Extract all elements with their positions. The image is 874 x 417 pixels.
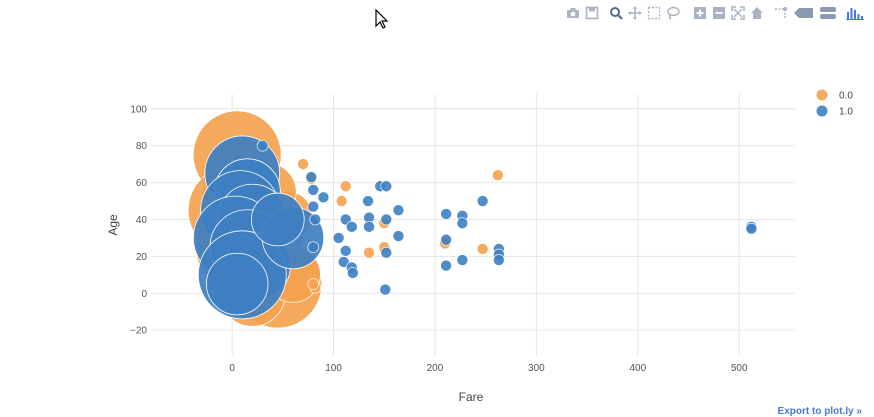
x-tick-label: 300 [528,363,545,374]
legend-label[interactable]: 1.0 [839,107,853,118]
data-point-series-1.0[interactable] [392,230,405,242]
data-point-series-1.0[interactable] [339,245,352,257]
data-point-series-1.0[interactable] [745,222,758,235]
y-tick-label: −20 [130,326,147,337]
y-tick-label: 0 [141,289,147,300]
export-link[interactable]: Export to plot.ly » [777,406,862,417]
save-icon[interactable] [585,6,599,20]
legend-label[interactable]: 0.0 [839,91,853,102]
data-point-series-1.0[interactable] [380,246,393,259]
data-point-series-1.0[interactable] [250,192,305,247]
data-point-series-1.0[interactable] [493,254,505,266]
data-point-series-1.0[interactable] [317,191,330,204]
points-layer [187,110,758,329]
x-axis-title: Fare [459,390,484,404]
data-point-series-1.0[interactable] [206,252,269,316]
camera-icon[interactable] [566,6,580,20]
x-tick-label: 200 [427,363,444,374]
x-tick-label: 500 [731,363,748,374]
y-tick-label: 80 [136,141,148,152]
data-point-series-1.0[interactable] [476,195,489,207]
data-point-series-1.0[interactable] [379,283,392,296]
data-point-series-1.0[interactable] [440,233,452,246]
data-point-series-0.0[interactable] [363,246,375,259]
data-point-series-0.0[interactable] [476,243,489,255]
data-point-series-1.0[interactable] [380,213,393,226]
data-point-series-1.0[interactable] [332,232,345,244]
spike-lines-icon[interactable] [774,6,788,20]
zoom-icon[interactable] [609,6,623,20]
y-tick-label: 40 [136,215,148,226]
data-point-series-1.0[interactable] [440,208,452,220]
zoom-in-icon[interactable] [693,6,707,20]
data-point-series-1.0[interactable] [256,139,269,152]
hover-compare-icon[interactable] [820,6,836,20]
y-axis-title: Age [106,214,120,236]
data-point-series-0.0[interactable] [307,278,320,290]
data-point-series-1.0[interactable] [347,267,359,279]
zoom-out-icon[interactable] [712,6,726,20]
y-tick-label: 60 [136,178,148,189]
x-tick-label: 400 [629,363,646,374]
legend-marker[interactable] [816,89,828,101]
data-point-series-1.0[interactable] [456,254,469,266]
data-point-series-1.0[interactable] [309,213,322,226]
data-point-series-1.0[interactable] [305,171,318,183]
pan-icon[interactable] [628,6,642,20]
modebar-toolbar [566,6,866,22]
autoscale-icon[interactable] [731,6,745,20]
plotly-logo-icon[interactable] [846,6,864,20]
y-tick-label: 100 [130,104,147,115]
data-point-series-1.0[interactable] [307,241,320,253]
data-point-series-1.0[interactable] [346,221,358,233]
data-point-series-0.0[interactable] [335,195,348,207]
data-point-series-1.0[interactable] [380,180,393,193]
data-point-series-0.0[interactable] [339,180,352,193]
hover-closest-icon[interactable] [794,6,814,20]
data-point-series-1.0[interactable] [363,221,375,233]
lasso-icon[interactable] [666,6,680,20]
data-point-series-1.0[interactable] [307,184,320,196]
mouse-cursor-icon [375,8,389,29]
data-point-series-1.0[interactable] [337,256,350,268]
data-point-series-1.0[interactable] [392,204,405,217]
legend-marker[interactable] [816,105,828,117]
y-tick-label: 20 [136,252,148,263]
data-point-series-1.0[interactable] [362,195,374,207]
x-tick-label: 100 [325,363,342,374]
box-select-icon[interactable] [647,6,661,20]
home-icon[interactable] [750,6,764,20]
data-point-series-1.0[interactable] [456,217,469,229]
data-point-series-1.0[interactable] [307,200,320,213]
data-point-series-0.0[interactable] [297,158,309,170]
data-point-series-1.0[interactable] [440,259,452,272]
data-point-series-0.0[interactable] [492,169,504,181]
x-tick-label: 0 [229,363,235,374]
